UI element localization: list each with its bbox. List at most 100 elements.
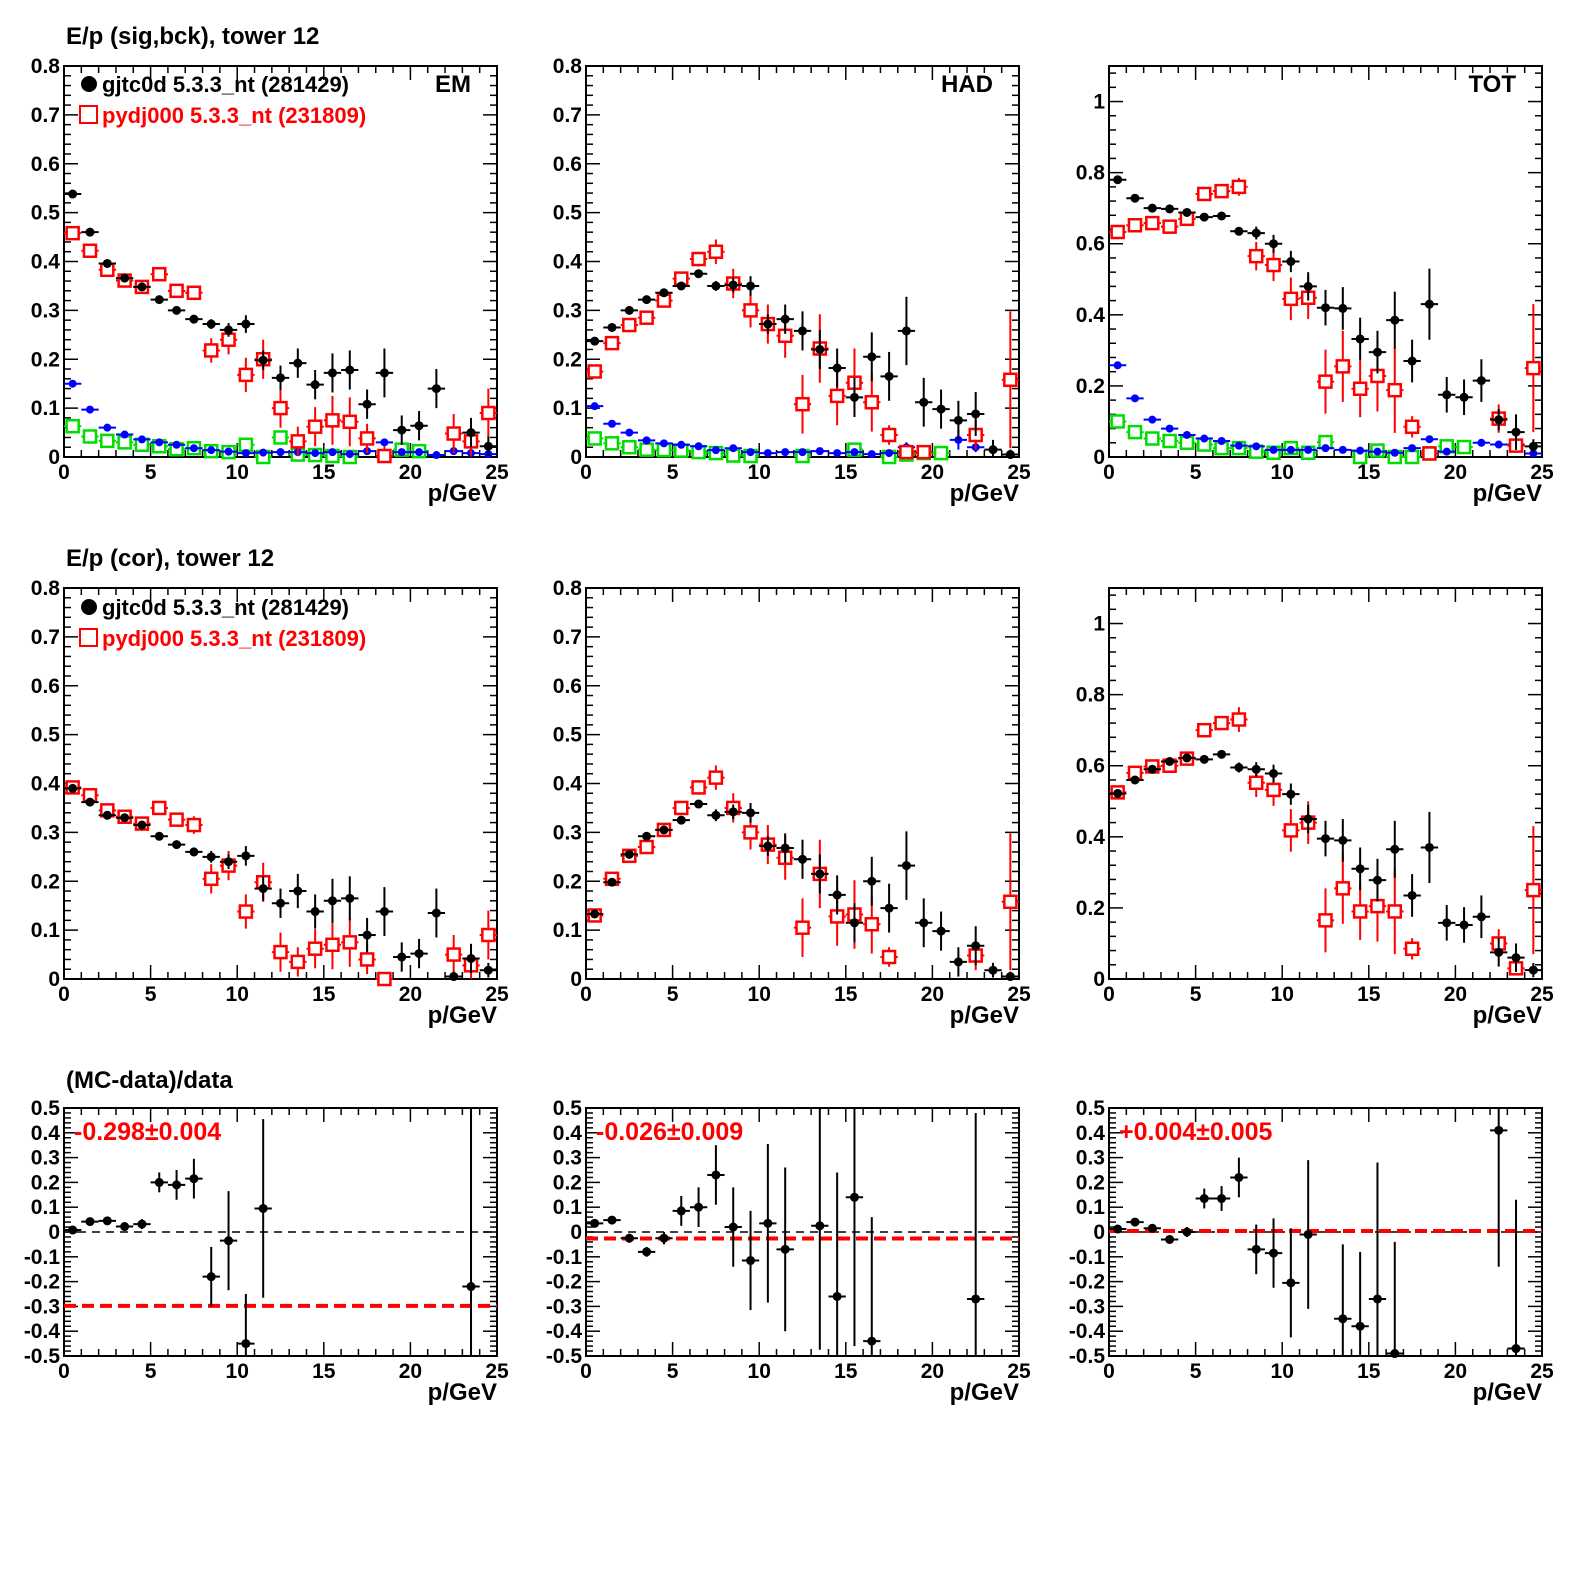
data-point (327, 896, 337, 906)
legend-mc-label: pydj000 5.3.3_nt (231809) (102, 626, 366, 651)
data-point-mc (1214, 715, 1229, 731)
data-point-bck (1442, 447, 1451, 456)
data-point-mc (100, 433, 115, 449)
data-point (293, 886, 303, 896)
data-point (901, 861, 911, 871)
data-point-bck (241, 449, 250, 458)
data-point (172, 305, 182, 315)
data-point (1113, 175, 1123, 185)
data-point (798, 854, 807, 864)
data-point-mc (639, 442, 654, 457)
data-point-mc (238, 367, 254, 383)
data-point (1113, 1224, 1123, 1234)
x-tick-label: 0 (1103, 1360, 1115, 1383)
data-point (1182, 1227, 1192, 1237)
y-tick-label: 0.6 (1076, 755, 1105, 778)
data-point-mc (622, 317, 637, 333)
data-point (224, 1236, 234, 1246)
x-tick-label: 0 (58, 461, 70, 484)
data-point (780, 1244, 790, 1254)
x-tick-label: 10 (226, 461, 249, 484)
data-point (1407, 890, 1417, 900)
row-title-sig: E/p (sig,bck), tower 12 (66, 23, 319, 50)
data-point-mc (307, 941, 323, 956)
y-tick-label: -0.4 (546, 1320, 583, 1343)
x-tick-label: 0 (58, 1360, 70, 1383)
x-tick-label: 25 (485, 461, 509, 484)
data-point (746, 808, 756, 818)
data-point-mc (639, 310, 654, 325)
data-point-mc (622, 439, 637, 455)
data-point-mc (881, 949, 897, 965)
data-point-mc (1214, 183, 1229, 199)
y-tick-label: -0.5 (24, 1345, 61, 1368)
panel-sig-had: 0 5 10 15 20 25 0 0.1 0.2 0.3 0.4 0.5 0.6 0.7 0.8 p/GeV… (553, 55, 1031, 507)
data-point (1251, 764, 1261, 774)
fit-value-label: +0.004±0.005 (1119, 1118, 1273, 1146)
y-tick-label: 0.3 (31, 821, 60, 844)
data-point-mc (1422, 446, 1437, 461)
data-point (483, 441, 493, 451)
data-point-bck (276, 448, 285, 457)
y-tick-label: 0.1 (31, 1196, 61, 1219)
x-tick-label: 20 (1444, 461, 1467, 484)
data-point-mc (691, 780, 706, 795)
y-tick-label: 0.2 (1076, 1171, 1105, 1194)
y-tick-label: 0.3 (553, 1147, 582, 1170)
y-tick-label: 0.2 (1076, 897, 1105, 920)
data-point-bck (1304, 445, 1313, 454)
data-point-mc (639, 839, 654, 855)
data-point (919, 918, 929, 928)
data-point (815, 344, 825, 354)
y-tick-label: -0.3 (546, 1295, 582, 1318)
data-point-mc (273, 944, 288, 960)
x-tick-label: 25 (1007, 1360, 1031, 1383)
data-point-bck (345, 450, 354, 459)
data-point (1165, 204, 1175, 214)
data-point-mc (359, 431, 375, 446)
x-tick-label: 20 (921, 983, 944, 1006)
data-point (607, 877, 617, 887)
data-point (832, 1291, 842, 1301)
y-tick-label: 0 (1093, 1221, 1105, 1244)
data-point-mc (604, 335, 620, 351)
y-tick-label: 0.1 (553, 1196, 583, 1219)
data-point-mc (65, 418, 80, 434)
data-point (293, 358, 303, 368)
data-point-mc (795, 920, 810, 935)
data-point (120, 273, 130, 283)
data-point-mc (377, 971, 392, 987)
data-point (1511, 427, 1521, 437)
data-point-bck (1494, 440, 1503, 449)
legend-mc-label: pydj000 5.3.3_nt (231809) (102, 103, 366, 128)
data-point (1130, 193, 1140, 203)
data-point (1217, 749, 1227, 759)
x-tick-label: 10 (748, 461, 771, 484)
data-point-bck (311, 449, 320, 458)
x-tick-label: 20 (1444, 1360, 1467, 1383)
data-point-bck (224, 447, 233, 456)
data-point (1372, 875, 1382, 885)
y-tick-label: 0.1 (31, 397, 61, 420)
data-point (1199, 754, 1209, 764)
x-tick-label: 10 (1271, 1360, 1294, 1383)
x-axis-label: p/GeV (428, 1002, 497, 1029)
x-axis-label: p/GeV (428, 480, 497, 507)
data-point-bck (1356, 446, 1365, 455)
data-point (224, 325, 234, 335)
x-tick-label: 5 (1190, 983, 1202, 1006)
data-point (1355, 864, 1365, 874)
data-point (241, 851, 251, 861)
y-tick-label: -0.5 (1069, 1345, 1106, 1368)
x-tick-label: 5 (667, 1360, 679, 1383)
data-point-bck (815, 447, 824, 456)
data-point (102, 810, 112, 820)
data-point-mc (604, 436, 620, 451)
data-point (607, 1215, 617, 1225)
y-tick-label: 0.5 (31, 724, 61, 747)
x-tick-label: 20 (921, 461, 944, 484)
data-point (362, 930, 372, 940)
x-tick-label: 15 (312, 983, 336, 1006)
data-point (1372, 347, 1382, 357)
y-tick-label: -0.1 (1069, 1246, 1106, 1269)
